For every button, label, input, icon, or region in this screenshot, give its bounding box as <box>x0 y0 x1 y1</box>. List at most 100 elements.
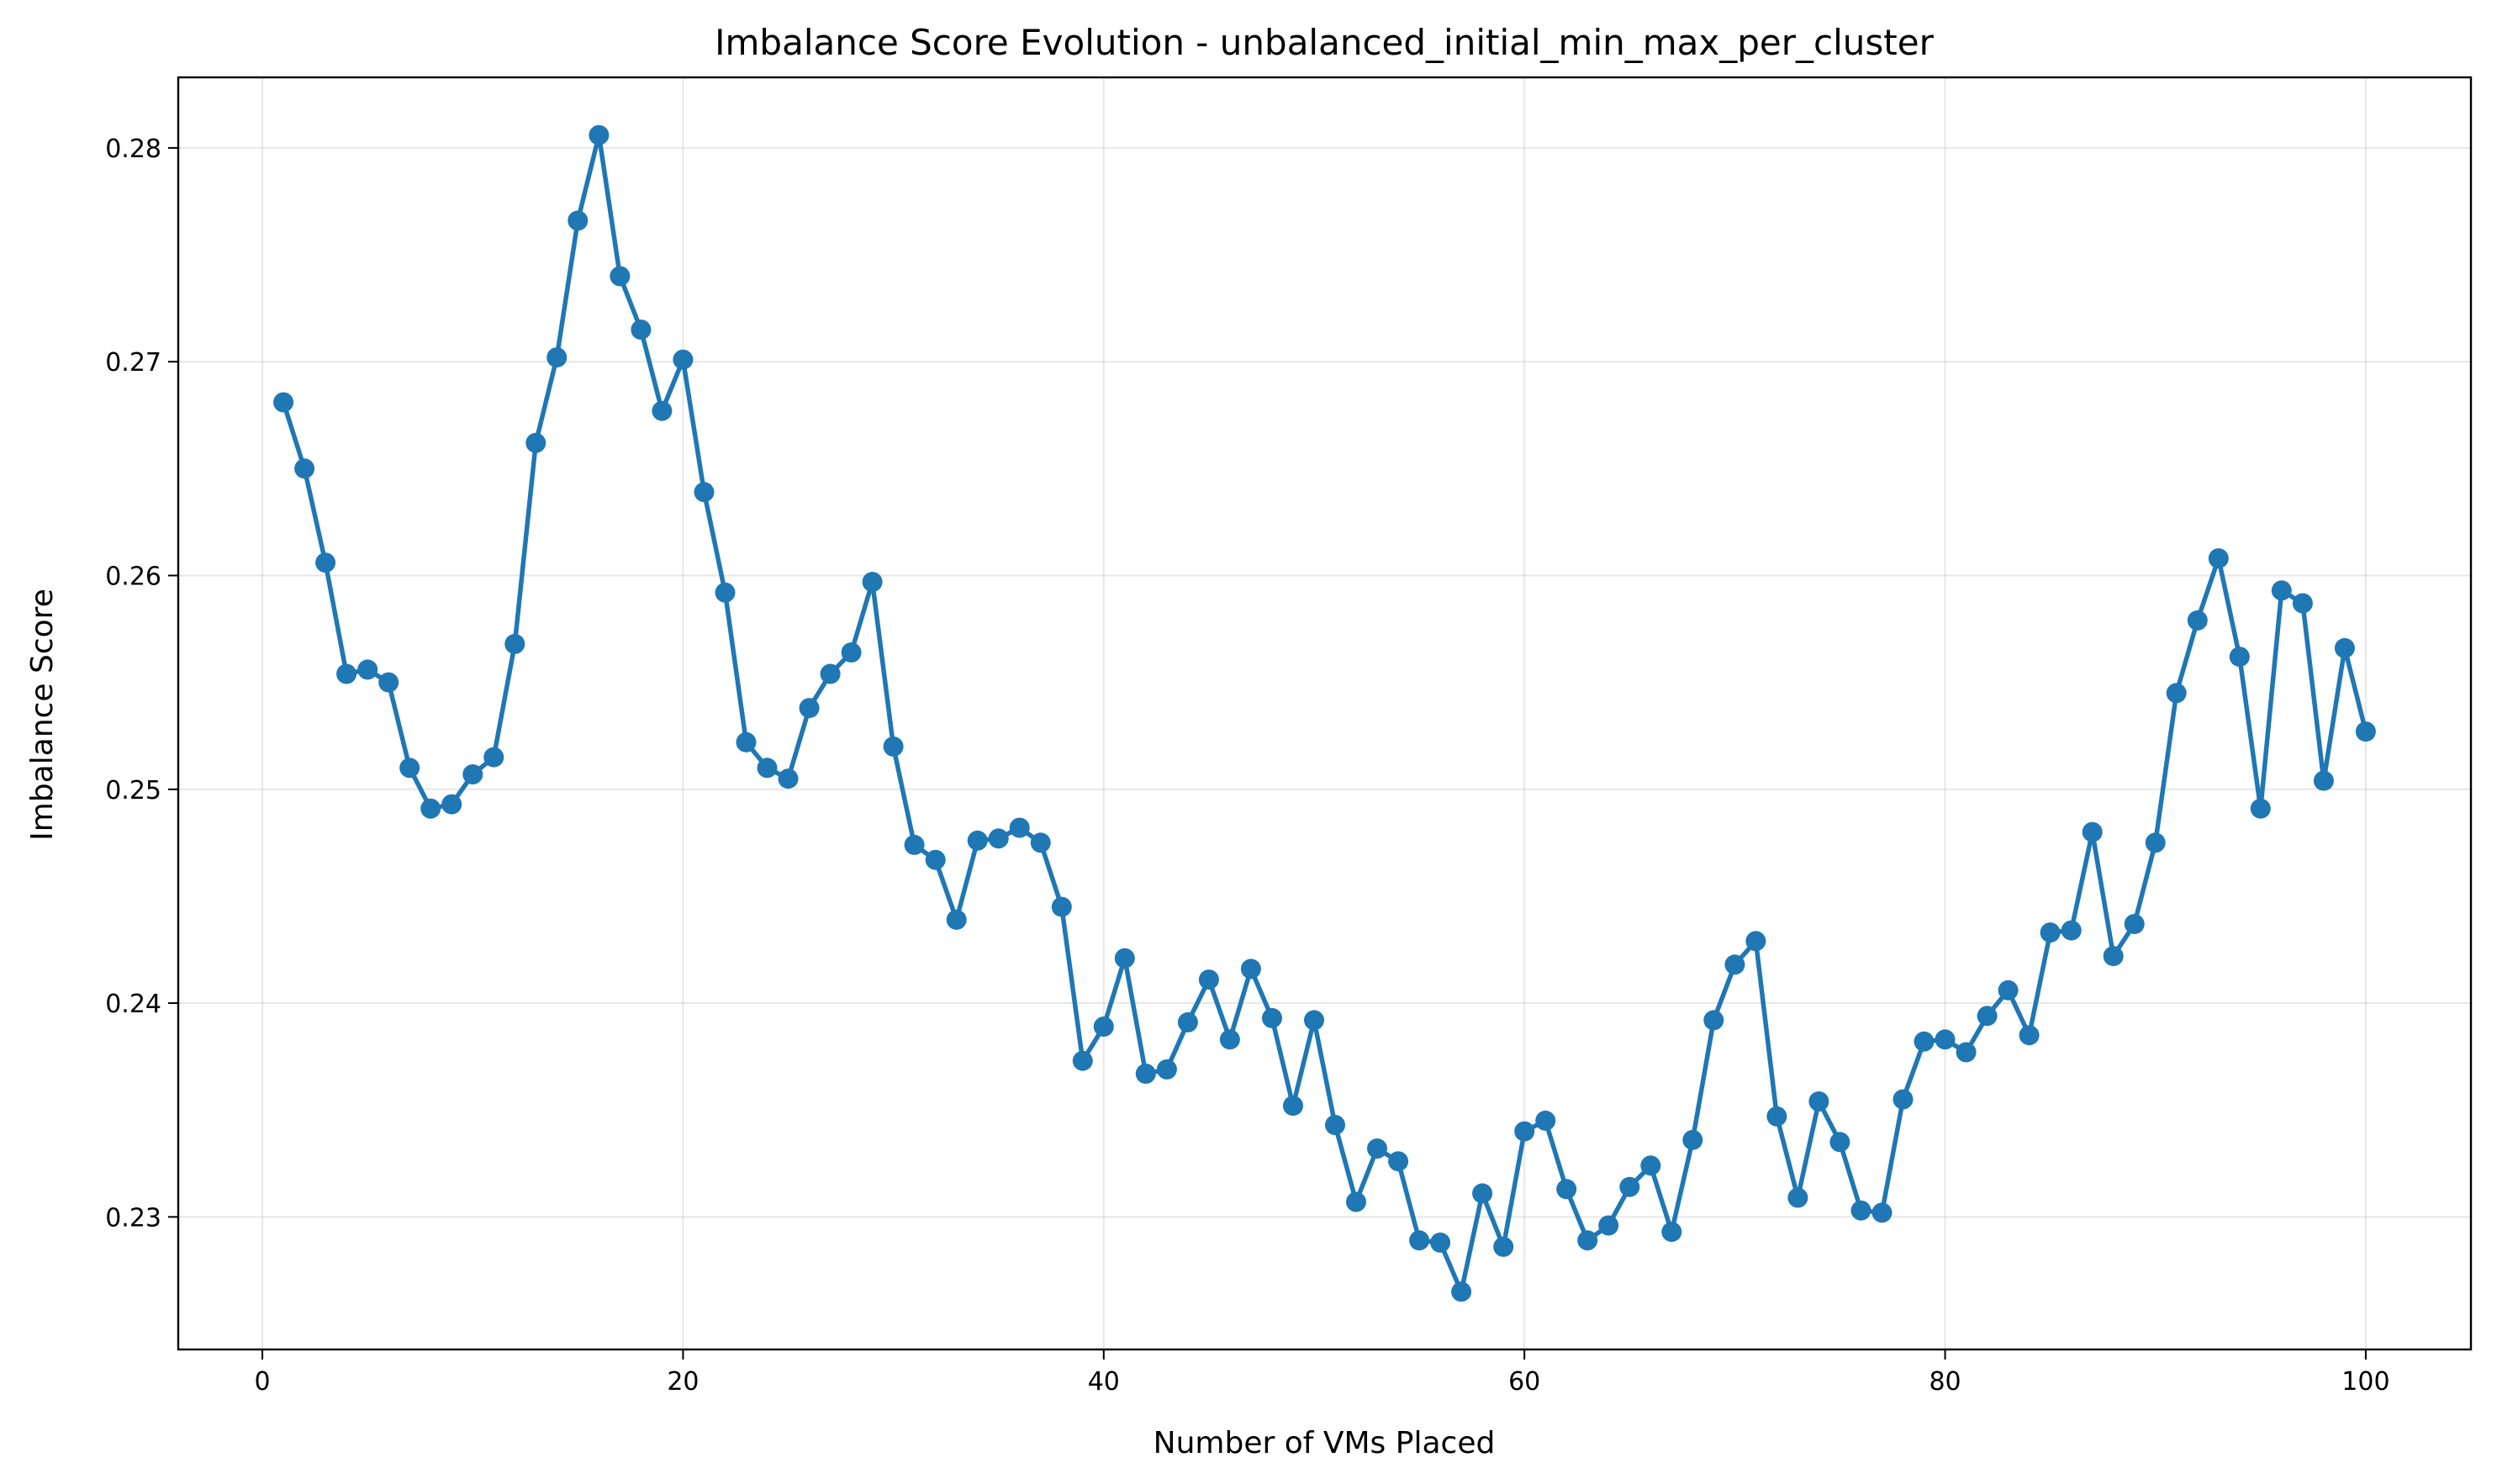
x-tick-label: 80 <box>1929 1367 1961 1397</box>
y-tick-label: 0.25 <box>105 776 161 805</box>
data-point <box>1262 1007 1282 1028</box>
y-axis: 0.23 0.24 0.25 0.26 0.27 0.28 <box>105 135 178 1233</box>
data-point <box>1240 959 1261 980</box>
data-point <box>1956 1042 1977 1063</box>
data-point <box>1051 896 1072 917</box>
data-point <box>1935 1029 1956 1050</box>
x-tick-label: 100 <box>2341 1367 2389 1397</box>
data-point <box>736 731 757 753</box>
data-point <box>1577 1230 1598 1251</box>
data-point <box>1135 1064 1156 1084</box>
data-point <box>1451 1281 1472 1302</box>
data-point <box>1850 1200 1871 1221</box>
data-point <box>883 736 904 757</box>
data-point <box>988 828 1009 849</box>
data-point <box>1367 1138 1387 1159</box>
data-point <box>1535 1110 1556 1131</box>
data-point <box>2019 1025 2040 1046</box>
data-point <box>568 210 589 231</box>
data-point <box>925 849 946 870</box>
data-point <box>799 698 820 719</box>
data-point <box>1914 1031 1935 1052</box>
data-point <box>1093 1017 1114 1037</box>
data-point <box>1325 1115 1345 1135</box>
data-point <box>1829 1132 1850 1153</box>
data-point <box>652 400 673 421</box>
data-point <box>694 482 715 503</box>
data-point <box>1998 980 2019 1001</box>
data-point <box>420 798 441 819</box>
data-point <box>1219 1029 1240 1050</box>
data-point <box>2292 593 2313 614</box>
data-point <box>483 747 504 768</box>
data-point <box>1766 1106 1787 1127</box>
data-point <box>2271 580 2292 601</box>
series-layer <box>273 124 2376 1302</box>
data-point <box>1009 817 1030 838</box>
data-point <box>1409 1230 1430 1251</box>
data-point <box>1493 1236 1514 1257</box>
plot-frame <box>177 76 2473 1351</box>
data-point <box>1977 1006 1998 1027</box>
data-point <box>820 663 841 684</box>
data-point <box>757 758 778 779</box>
chart-title: Imbalance Score Evolution - unbalanced_i… <box>715 22 1934 63</box>
y-tick-label: 0.28 <box>105 135 161 164</box>
data-point <box>1640 1155 1661 1176</box>
data-point <box>1871 1202 1893 1223</box>
data-point <box>1893 1089 1914 1110</box>
data-point <box>357 659 378 680</box>
data-point <box>2187 610 2208 631</box>
data-point <box>1724 954 1745 975</box>
data-point <box>1304 1010 1324 1031</box>
data-point <box>2061 920 2082 941</box>
y-tick-label: 0.24 <box>105 990 161 1019</box>
y-tick-label: 0.23 <box>105 1203 161 1233</box>
data-point <box>1430 1232 1451 1253</box>
data-point <box>525 432 546 453</box>
data-point <box>2229 647 2250 668</box>
data-point <box>778 768 799 790</box>
data-point <box>2040 922 2061 943</box>
data-point <box>1808 1091 1829 1112</box>
data-point <box>504 633 525 654</box>
x-tick-label: 60 <box>1508 1367 1540 1397</box>
data-point <box>946 909 967 930</box>
data-point <box>904 834 925 855</box>
y-axis-title: Imbalance Score <box>25 589 60 841</box>
data-point <box>315 552 336 573</box>
data-point <box>1177 1011 1198 1032</box>
data-point <box>1030 832 1051 853</box>
data-point <box>1661 1222 1682 1243</box>
data-point <box>1198 969 1219 990</box>
grid <box>178 77 2471 1349</box>
data-point <box>2124 914 2145 934</box>
x-axis: 0 20 40 60 80 100 <box>255 1349 2390 1397</box>
data-point <box>1703 1010 1724 1031</box>
data-point <box>336 663 357 684</box>
data-point <box>1598 1215 1619 1236</box>
data-point <box>462 764 483 784</box>
data-point <box>862 572 883 593</box>
data-point <box>1745 931 1766 952</box>
data-point <box>1114 948 1135 969</box>
data-point <box>1556 1179 1577 1200</box>
y-tick-label: 0.27 <box>105 348 161 378</box>
data-point <box>967 830 988 851</box>
x-tick-label: 20 <box>667 1367 699 1397</box>
data-point <box>715 582 736 603</box>
data-point <box>399 758 420 779</box>
data-point <box>2250 798 2271 819</box>
data-point <box>2145 832 2166 853</box>
data-point <box>1619 1176 1640 1197</box>
data-point <box>378 672 399 693</box>
data-point <box>1682 1129 1703 1150</box>
data-point <box>1072 1050 1093 1071</box>
data-point <box>2166 683 2187 704</box>
data-point <box>2313 770 2334 791</box>
x-tick-label: 0 <box>255 1367 271 1397</box>
data-point <box>1156 1059 1177 1080</box>
data-point <box>1283 1096 1303 1117</box>
data-point <box>2355 721 2376 742</box>
